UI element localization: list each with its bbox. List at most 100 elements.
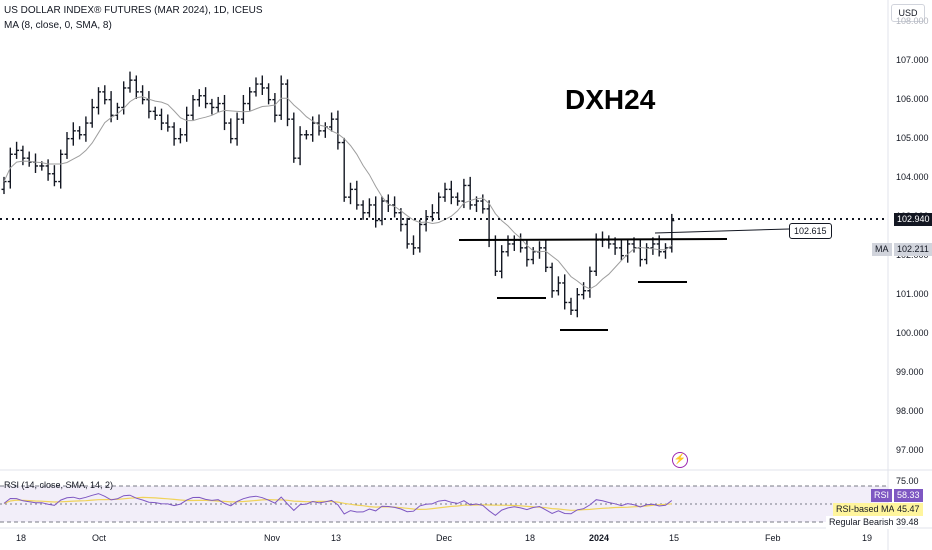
ma-value-tag: 102.211 — [894, 243, 932, 256]
lightning-icon[interactable]: ⚡ — [672, 452, 688, 468]
ohlc-bar — [58, 149, 64, 189]
ohlc-bar — [196, 89, 202, 107]
ohlc-bar — [133, 75, 139, 99]
time-tick-label: 2024 — [589, 533, 610, 543]
ohlc-bar — [574, 288, 580, 318]
price-tick-label: 108.000 — [896, 15, 929, 26]
price-tick-label: 106.000 — [896, 93, 929, 104]
regular-bearish-label: Regular Bearish — [826, 516, 897, 529]
ohlc-bar — [606, 235, 612, 249]
ma-legend: MA (8, close, 0, SMA, 8) — [4, 20, 112, 31]
rsi-axis-bottom: 39.48 — [896, 517, 919, 527]
ohlc-bar — [114, 102, 120, 120]
ohlc-bar — [228, 118, 234, 144]
ohlc-bar — [102, 85, 108, 105]
ohlc-bar — [33, 153, 38, 173]
ohlc-bar — [492, 235, 498, 276]
ohlc-bar — [417, 219, 423, 253]
ohlc-bar — [618, 239, 624, 261]
price-tick-label: 98.000 — [896, 405, 924, 416]
ohlc-bar — [385, 194, 391, 212]
ohlc-bar — [455, 192, 461, 206]
ohlc-bar — [26, 151, 32, 167]
moving-average-line — [3, 96, 673, 290]
ohlc-bar — [360, 200, 366, 220]
ohlc-bar — [253, 77, 259, 97]
ohlc-bar — [127, 71, 133, 93]
ohlc-bar — [335, 110, 341, 150]
ohlc-bar — [373, 196, 379, 228]
drawings — [0, 218, 888, 331]
ohlc-bar — [537, 241, 542, 259]
ohlc-bar — [549, 262, 555, 298]
ohlc-bar — [669, 213, 675, 253]
ohlc-bar — [524, 239, 530, 267]
time-tick-label: 19 — [862, 533, 873, 543]
ohlc-bar — [240, 94, 246, 124]
ohlc-bar — [511, 235, 517, 251]
time-tick-label: 18 — [525, 533, 536, 543]
ohlc-bar — [404, 217, 410, 249]
time-tick-label: Oct — [92, 533, 107, 543]
ohlc-bar — [637, 239, 643, 267]
ohlc-bar — [562, 274, 568, 310]
ohlc-bar — [165, 114, 171, 132]
time-tick-label: Nov — [264, 533, 281, 543]
ohlc-bar — [499, 245, 505, 279]
ohlc-bar — [89, 98, 95, 128]
ohlc-bar — [184, 106, 190, 142]
ohlc-bar — [140, 85, 146, 105]
rsi-legend: RSI (14, close, SMA, 14, 2) — [4, 480, 114, 490]
ohlc-bar — [530, 247, 536, 265]
ohlc-bar — [247, 87, 253, 111]
ohlc-bar — [152, 106, 158, 120]
ohlc-bar — [543, 239, 549, 273]
ohlc-bar — [587, 266, 593, 298]
price-tick-label: 104.000 — [896, 171, 929, 182]
ohlc-bar — [329, 112, 335, 132]
ohlc-bar — [505, 235, 511, 257]
ohlc-bar — [70, 122, 76, 146]
ohlc-bar — [259, 75, 265, 95]
ma-tag-label: MA — [872, 243, 892, 256]
ohlc-bars — [1, 71, 675, 318]
price-tick-label: 101.000 — [896, 288, 929, 299]
ohlc-bar — [568, 297, 574, 315]
symbol-annotation: DXH24 — [565, 84, 656, 115]
ohlc-bar — [190, 94, 196, 120]
ohlc-bar — [51, 165, 57, 187]
ohlc-bar — [366, 198, 372, 218]
time-tick-label: Feb — [765, 533, 781, 543]
ohlc-bar — [442, 182, 448, 202]
ohlc-bar — [209, 98, 215, 115]
callout-leader — [654, 228, 790, 234]
ohlc-bar — [291, 112, 297, 163]
ohlc-bar — [203, 87, 209, 109]
ohlc-bar — [215, 96, 221, 113]
ohlc-bar — [436, 192, 442, 220]
ohlc-bar — [354, 180, 360, 210]
ma-line — [3, 96, 673, 290]
ohlc-bar — [266, 83, 272, 105]
currency-button[interactable]: USD — [891, 4, 925, 22]
ohlc-bar — [581, 282, 587, 300]
ohlc-bar — [341, 137, 347, 202]
ohlc-bar — [83, 116, 89, 142]
ohlc-bar — [108, 91, 114, 123]
price-callout[interactable]: 102.615 — [789, 223, 832, 239]
chart-title: US DOLLAR INDEX® FUTURES (MAR 2024), 1D,… — [4, 5, 263, 16]
ohlc-bar — [285, 79, 290, 127]
ohlc-bar — [64, 132, 70, 159]
ohlc-bar — [20, 145, 26, 166]
neckline — [458, 238, 728, 241]
ohlc-bar — [555, 276, 561, 296]
ohlc-bar — [45, 159, 51, 181]
ohlc-bar — [96, 87, 101, 115]
rsi-ma-tag-label: RSI-based MA — [833, 503, 898, 516]
ohlc-bar — [480, 194, 486, 214]
ohlc-bar — [379, 196, 385, 226]
ohlc-bar — [625, 239, 631, 263]
ohlc-bar — [297, 126, 303, 166]
price-tick-label: 100.000 — [896, 327, 929, 338]
